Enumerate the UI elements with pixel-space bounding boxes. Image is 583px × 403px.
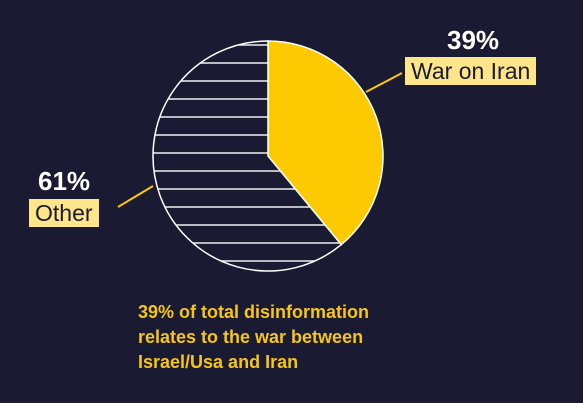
caption-line: relates to the war between (138, 327, 364, 347)
leader-line-war-on-iran (365, 72, 403, 93)
caption-line: 39% of total disinformation (138, 302, 370, 322)
pie-slice-other (152, 40, 343, 272)
slice-value-war-on-iran: 39% (447, 25, 500, 55)
chart-caption: 39% of total disinformation relates to t… (138, 300, 438, 375)
slice-label-war-on-iran: War on Iran (405, 57, 537, 85)
caption-line: Israel/Usa and Iran (138, 352, 299, 372)
slice-label-other: Other (29, 199, 99, 227)
leader-line-other (117, 185, 154, 208)
pie-slice-war-on-iran (267, 40, 384, 246)
slice-value-other: 61% (38, 166, 91, 196)
